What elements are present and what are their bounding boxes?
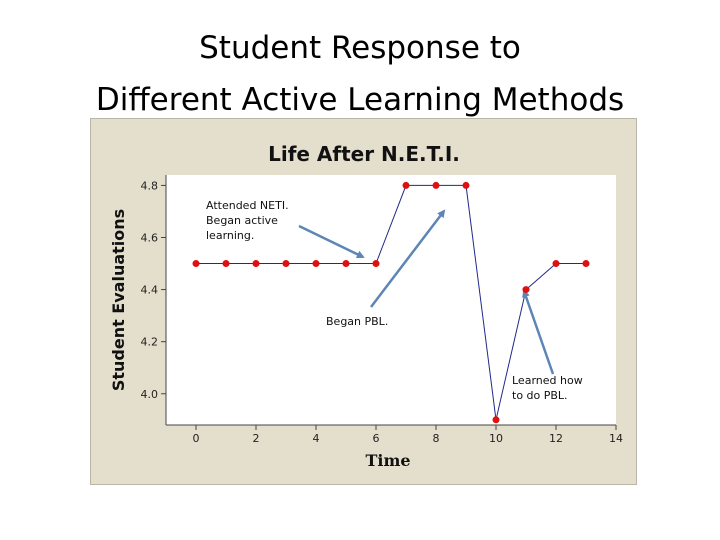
slide-title-line-1: Student Response to — [199, 30, 521, 66]
annotation-arrow — [522, 289, 555, 375]
x-tick-label: 8 — [433, 432, 440, 445]
x-tick-label: 14 — [609, 432, 623, 445]
data-point — [522, 286, 530, 294]
annotation-line: Learned how — [512, 374, 583, 387]
x-tick-label: 2 — [253, 432, 260, 445]
series-line — [196, 184, 586, 420]
data-point — [222, 260, 230, 268]
annotation-arrow — [370, 209, 446, 308]
data-point — [402, 181, 410, 189]
data-point — [462, 181, 470, 189]
y-tick-label: 4.8 — [141, 179, 159, 192]
data-point — [582, 260, 590, 268]
x-axis: 0 2 4 6 8 10 12 14 — [166, 424, 623, 445]
data-point — [432, 181, 440, 189]
annotation-line: learning. — [206, 229, 254, 242]
annotation-line: Began PBL. — [326, 315, 388, 328]
data-points — [192, 181, 590, 424]
annotation-line: to do PBL. — [512, 389, 568, 402]
data-point — [552, 260, 560, 268]
slide-title-line-2: Different Active Learning Methods — [95, 82, 625, 118]
x-tick-label: 10 — [489, 432, 503, 445]
y-tick-label: 4.6 — [141, 232, 159, 245]
plot-area — [166, 175, 616, 425]
data-point — [492, 416, 500, 424]
chart-frame: Life After N.E.T.I. Student Evaluations … — [90, 118, 637, 485]
data-point — [342, 260, 350, 268]
annotation-text: Attended NETI. Began active learning. — [206, 199, 289, 242]
y-axis-label: Student Evaluations — [109, 209, 128, 391]
annotation-text: Began PBL. — [326, 315, 388, 328]
annotation-line: Began active — [206, 214, 278, 227]
annotation-arrows — [298, 209, 555, 375]
slide-title: Student Response to Different Active Lea… — [0, 22, 720, 126]
data-point — [192, 260, 200, 268]
data-point — [252, 260, 260, 268]
y-tick-label: 4.2 — [141, 336, 159, 349]
x-tick-label: 4 — [313, 432, 320, 445]
chart-title: Life After N.E.T.I. — [268, 142, 460, 166]
annotation-line: Attended NETI. — [206, 199, 289, 212]
x-tick-label: 6 — [373, 432, 380, 445]
annotation-arrow — [298, 224, 365, 259]
annotations: Attended NETI. Began active learning. Began… — [206, 199, 583, 402]
y-tick-label: 4.4 — [141, 284, 159, 297]
x-tick-label: 12 — [549, 432, 563, 445]
annotation-text: Learned how to do PBL. — [512, 374, 583, 402]
x-tick-label: 0 — [193, 432, 200, 445]
line-chart: Life After N.E.T.I. Student Evaluations … — [109, 142, 623, 470]
y-tick-label: 4.0 — [141, 388, 159, 401]
y-axis: 4.0 4.2 4.4 4.6 4.8 — [141, 175, 167, 425]
data-point — [312, 260, 320, 268]
data-point — [282, 260, 290, 268]
data-point — [372, 260, 380, 268]
x-axis-label: Time — [365, 451, 410, 470]
